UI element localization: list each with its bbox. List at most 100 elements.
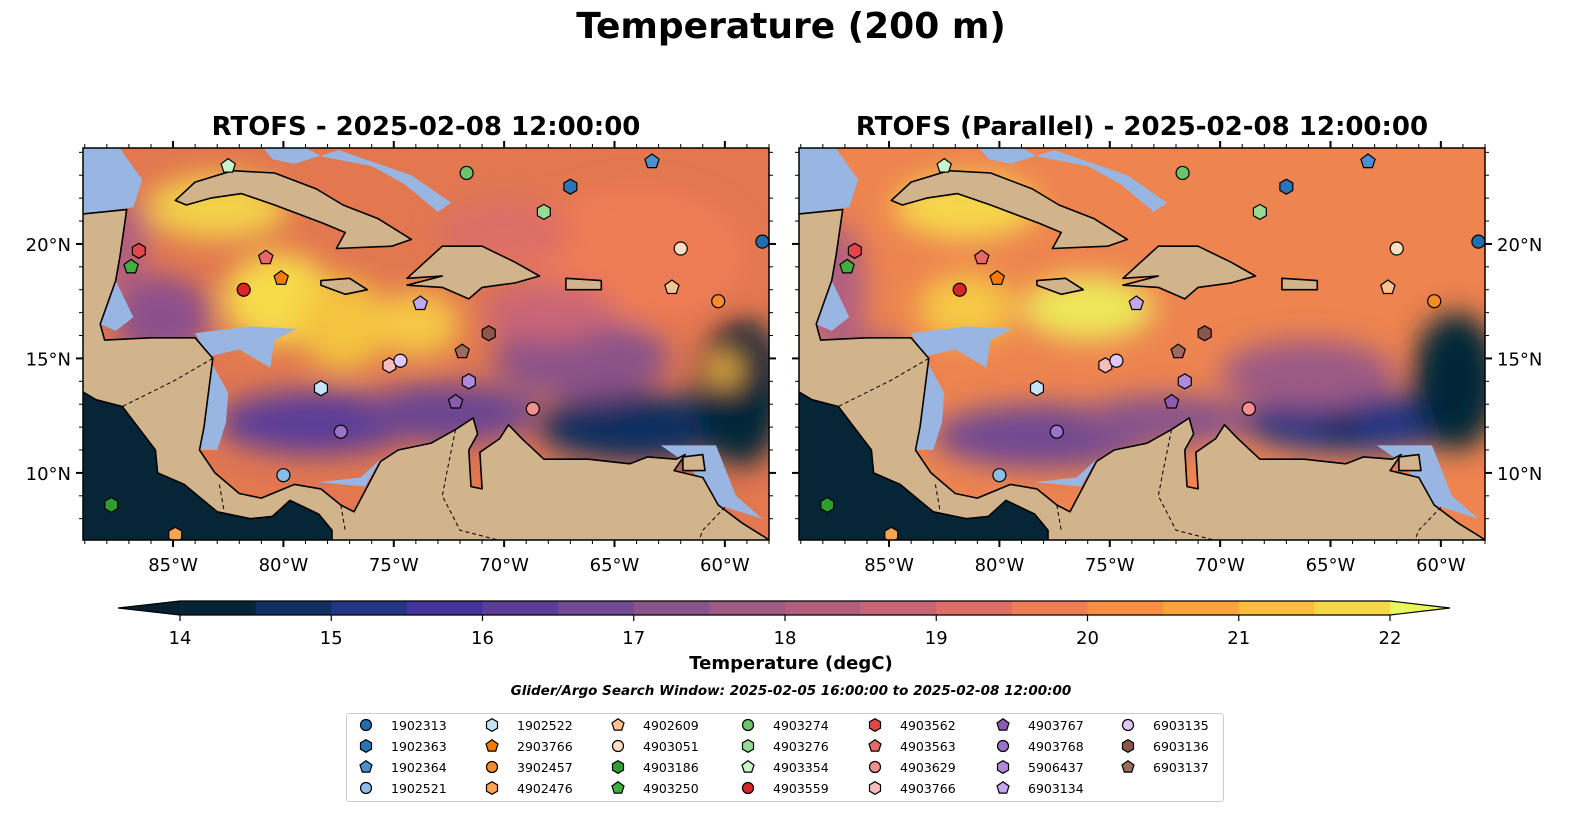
search-window-text: Glider/Argo Search Window: 2025-02-05 16… — [510, 683, 1072, 699]
land-cuba — [890, 169, 1129, 250]
float-marker-4903767 — [1163, 393, 1180, 409]
colorbar-bin — [331, 601, 408, 615]
colorbar-bin — [936, 601, 1013, 615]
x-tick-label: 65°W — [1306, 555, 1356, 576]
float-marker-1902521 — [276, 468, 291, 483]
shallow-mask — [979, 148, 1168, 212]
float-marker-4903629 — [525, 401, 540, 416]
legend-item-1902364: 1902364 — [359, 759, 447, 775]
legend-label: 4903629 — [900, 760, 956, 775]
float-marker-1902522 — [313, 380, 328, 397]
legend-item-4903354: 4903354 — [741, 759, 829, 775]
legend: 1902313 1902363 1902364 1902521 1902522 29037… — [346, 713, 1224, 802]
float-marker-4902476 — [884, 526, 899, 540]
map-panel-rtofs-parallel: 85°W 80°W 75°W 70°W 65°W 60°W 10°N 15°N 20°N — [792, 141, 1542, 576]
float-marker-4903274 — [459, 165, 474, 181]
colorbar-extend-min — [118, 601, 180, 615]
colorbar-bin — [633, 601, 710, 615]
float-marker-1902363 — [1279, 178, 1294, 195]
legend-label: 1902522 — [517, 718, 573, 733]
legend-item-6903134: 6903134 — [996, 780, 1084, 796]
y-tick-label: 15°N — [26, 349, 71, 370]
colorbar-tick-label: 16 — [471, 628, 494, 649]
float-marker-1902313 — [755, 234, 769, 249]
legend-label: 1902521 — [391, 781, 447, 796]
y-tick-label: 10°N — [26, 464, 71, 485]
legend-item-4903768: 4903768 — [996, 739, 1084, 754]
legend-item-4903250: 4903250 — [611, 780, 699, 796]
land-hisp — [406, 245, 541, 300]
temperature-field — [83, 148, 769, 540]
legend-item-4903051: 4903051 — [611, 739, 699, 754]
legend-item-4903186: 4903186 — [611, 760, 699, 775]
legend-item-3902457: 3902457 — [485, 760, 573, 775]
legend-label: 6903137 — [1153, 760, 1209, 775]
float-marker-6903135 — [1109, 353, 1124, 368]
shallow-mask — [263, 148, 452, 212]
pentagon-marker-icon — [485, 738, 499, 752]
land-trin — [682, 453, 706, 472]
float-marker-4903766 — [1098, 357, 1113, 374]
legend-item-4903629: 4903629 — [868, 760, 956, 775]
legend-item-4902476: 4902476 — [485, 781, 573, 796]
colorbar-extend-max — [1390, 601, 1450, 615]
temperature-contour — [1076, 394, 1253, 446]
x-tick-label: 60°W — [1416, 555, 1466, 576]
float-marker-6903136 — [481, 325, 496, 342]
temperature-contour — [1319, 417, 1364, 437]
y-tick-label: 20°N — [1497, 235, 1542, 256]
x-tick-label: 60°W — [700, 555, 750, 576]
legend-item-4903559: 4903559 — [741, 781, 829, 796]
circle-marker-icon — [485, 760, 499, 774]
country-border — [218, 484, 225, 510]
circle-marker-icon — [996, 739, 1010, 753]
country-border — [340, 504, 346, 531]
float-marker-4903768 — [333, 424, 348, 439]
legend-label: 6903136 — [1153, 739, 1209, 754]
circle-marker-icon — [868, 760, 882, 774]
float-marker-4903563 — [257, 249, 274, 265]
x-tick-label: 70°W — [1195, 555, 1245, 576]
circle-marker-icon — [741, 781, 755, 795]
legend-label: 6903134 — [1028, 781, 1084, 796]
colorbar-bin — [1011, 601, 1088, 615]
colorbar-bin — [558, 601, 635, 615]
colorbar-tick-label: 19 — [925, 628, 948, 649]
pacific-ocean — [799, 392, 1048, 540]
float-marker-4902476 — [168, 526, 183, 540]
legend-label: 4903766 — [900, 781, 956, 796]
legend-label: 3902457 — [517, 760, 573, 775]
circle-marker-icon — [1121, 718, 1135, 732]
hexagon-marker-icon — [741, 739, 755, 753]
colorbar-tick-label: 21 — [1227, 628, 1250, 649]
float-marker-4903186 — [104, 496, 119, 514]
circle-marker-icon — [611, 739, 625, 753]
float-marker-6903134 — [412, 295, 429, 311]
float-marker-6903136 — [1197, 325, 1212, 342]
float-marker-4903186 — [820, 496, 835, 514]
map-frame — [798, 147, 1486, 541]
colorbar-tick-label: 20 — [1076, 628, 1099, 649]
colorbar-bin — [255, 601, 332, 615]
shallow-mask — [799, 148, 859, 214]
land-main — [83, 208, 769, 540]
hexagon-marker-icon — [868, 781, 882, 795]
legend-label: 4902476 — [517, 781, 573, 796]
shallow-mask — [1376, 445, 1479, 519]
legend-label: 1902313 — [391, 718, 447, 733]
temperature-contour — [537, 392, 736, 462]
y-tick-label: 20°N — [26, 235, 71, 256]
colorbar-bin — [709, 601, 786, 615]
hexagon-marker-icon — [996, 760, 1010, 774]
land-cuba — [174, 169, 413, 250]
country-border — [838, 357, 930, 407]
country-border — [441, 429, 500, 540]
country-border — [1157, 429, 1216, 540]
float-marker-6903135 — [393, 353, 408, 368]
legend-label: 4903276 — [773, 739, 829, 754]
hexagon-marker-icon — [359, 739, 373, 753]
float-marker-4903276 — [536, 203, 551, 221]
legend-item-4903766: 4903766 — [868, 781, 956, 796]
temperature-contour — [1412, 312, 1485, 451]
land-trin — [1398, 453, 1422, 472]
